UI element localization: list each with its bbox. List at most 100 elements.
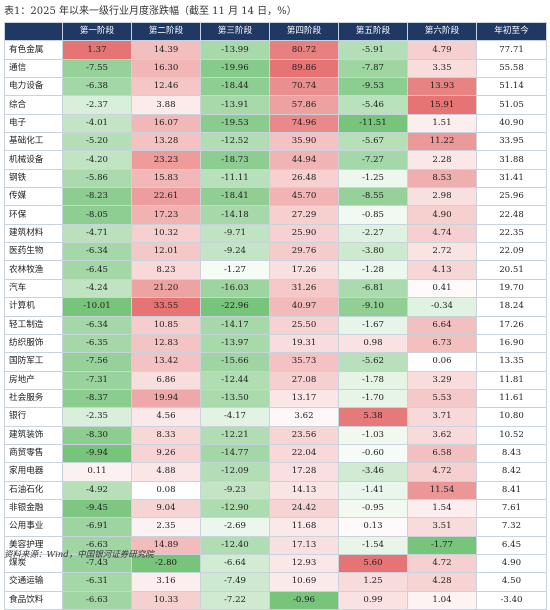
table-row: 银行 -2.35 4.56 -4.17 3.62 5.38 3.71 10.80 <box>4 407 547 427</box>
industry-name: 建筑材料 <box>4 223 63 244</box>
value-cell: -8.30 <box>62 425 132 445</box>
value-cell: -6.45 <box>62 260 132 280</box>
value-cell: -7.27 <box>338 150 408 170</box>
industry-name: 建筑装饰 <box>4 425 63 445</box>
header-stage-4: 第四阶段 <box>269 21 339 42</box>
value-cell: -4.01 <box>62 113 132 134</box>
value-cell: -1.70 <box>338 388 408 409</box>
value-cell: -9.71 <box>200 223 270 244</box>
value-cell: -7.22 <box>200 590 270 610</box>
table-row: 基础化工 -5.20 13.28 -12.52 35.90 -5.67 11.22 33.95 <box>4 132 547 152</box>
header-stage-3: 第三阶段 <box>200 21 270 42</box>
value-cell: -9.24 <box>200 242 270 262</box>
value-cell: -0.95 <box>338 498 408 519</box>
header-stage-6: 第六阶段 <box>407 21 477 42</box>
value-cell: -11.51 <box>338 113 408 134</box>
value-cell: 1.04 <box>407 590 477 610</box>
industry-name: 非银金融 <box>4 498 63 519</box>
value-cell: -0.60 <box>338 443 408 464</box>
value-cell: 25.50 <box>269 315 339 335</box>
value-cell: 3.51 <box>407 517 477 537</box>
value-cell: -12.21 <box>200 425 270 445</box>
table-row: 综合 -2.37 3.88 -13.91 57.86 -5.46 15.91 51.05 <box>4 95 547 115</box>
value-cell: 29.76 <box>269 242 339 262</box>
value-cell: 51.14 <box>476 77 547 97</box>
industry-name: 农林牧渔 <box>4 260 63 280</box>
value-cell: 57.86 <box>269 95 339 115</box>
value-cell: 25.90 <box>269 223 339 244</box>
value-cell: 20.51 <box>476 260 547 280</box>
value-cell: -4.17 <box>200 407 270 427</box>
value-cell: 0.11 <box>62 462 132 482</box>
table-row: 环保 -8.05 17.23 -14.18 27.29 -0.85 4.90 22.48 <box>4 205 547 225</box>
value-cell: 7.32 <box>476 517 547 537</box>
value-cell: -6.34 <box>62 242 132 262</box>
value-cell: -1.03 <box>338 425 408 445</box>
industry-name: 电力设备 <box>4 77 63 97</box>
value-cell: -2.37 <box>62 95 132 115</box>
value-cell: 8.42 <box>476 462 547 482</box>
value-cell: -7.87 <box>338 58 408 79</box>
industry-name: 环保 <box>4 205 63 225</box>
table-row: 纺织服饰 -6.35 12.83 -13.97 19.31 0.98 6.73 16.90 <box>4 333 547 354</box>
value-cell: 8.53 <box>407 168 477 189</box>
value-cell: -13.97 <box>200 333 270 354</box>
industry-name: 社会服务 <box>4 388 63 409</box>
value-cell: 5.38 <box>338 407 408 427</box>
value-cell: 35.73 <box>269 352 339 372</box>
value-cell: -5.67 <box>338 132 408 152</box>
value-cell: 10.33 <box>131 590 201 610</box>
industry-name: 传媒 <box>4 187 63 207</box>
value-cell: 19.94 <box>131 388 201 409</box>
value-cell: 23.56 <box>269 425 339 445</box>
value-cell: 5.53 <box>407 388 477 409</box>
value-cell: -12.09 <box>200 462 270 482</box>
value-cell: 0.06 <box>407 352 477 372</box>
value-cell: -9.94 <box>62 443 132 464</box>
value-cell: -1.25 <box>338 168 408 189</box>
value-cell: 27.29 <box>269 205 339 225</box>
industry-name: 有色金属 <box>4 40 63 60</box>
value-cell: -1.27 <box>200 260 270 280</box>
value-cell: 22.48 <box>476 205 547 225</box>
value-cell: 16.07 <box>131 113 201 134</box>
value-cell: 3.88 <box>131 95 201 115</box>
value-cell: 89.86 <box>269 58 339 79</box>
value-cell: 10.69 <box>269 572 339 592</box>
value-cell: 13.28 <box>131 132 201 152</box>
header-stage-1: 第一阶段 <box>62 21 132 42</box>
value-cell: -0.85 <box>338 205 408 225</box>
table-row: 公用事业 -6.91 2.35 -2.69 11.68 0.13 3.51 7.32 <box>4 517 547 537</box>
value-cell: 11.61 <box>476 388 547 409</box>
table-row: 食品饮料 -6.63 10.33 -7.22 -0.96 0.99 1.04 -3.40 <box>4 590 547 610</box>
table-title: 表1：2025 年以来一级行业月度涨跌幅（截至 11 月 14 日，%） <box>4 6 297 17</box>
value-cell: -18.44 <box>200 77 270 97</box>
value-cell: 9.26 <box>131 443 201 464</box>
value-cell: -6.38 <box>62 77 132 97</box>
value-cell: 10.32 <box>131 223 201 244</box>
value-cell: 1.51 <box>407 113 477 134</box>
value-cell: 16.90 <box>476 333 547 354</box>
value-cell: 12.93 <box>269 553 339 574</box>
value-cell: 4.90 <box>476 553 547 574</box>
value-cell: 5.60 <box>338 553 408 574</box>
table-row: 房地产 -7.31 6.86 -12.44 27.08 -1.78 3.29 11.81 <box>4 370 547 390</box>
table-row: 钢铁 -5.86 15.83 -11.11 26.48 -1.25 8.53 31.41 <box>4 168 547 189</box>
industry-name: 交通运输 <box>4 572 63 592</box>
value-cell: -10.01 <box>62 297 132 317</box>
value-cell: -6.63 <box>62 590 132 610</box>
value-cell: 4.79 <box>407 40 477 60</box>
value-cell: 33.95 <box>476 132 547 152</box>
value-cell: -1.41 <box>338 480 408 500</box>
value-cell: -8.23 <box>62 187 132 207</box>
value-cell: 7.61 <box>476 498 547 519</box>
value-cell: -13.50 <box>200 388 270 409</box>
value-cell: -8.55 <box>338 187 408 207</box>
value-cell: -1.54 <box>338 535 408 555</box>
value-cell: 8.41 <box>476 480 547 500</box>
value-cell: 40.90 <box>476 113 547 134</box>
value-cell: 4.88 <box>131 462 201 482</box>
value-cell: -12.40 <box>200 535 270 555</box>
value-cell: 3.62 <box>269 407 339 427</box>
value-cell: -1.67 <box>338 315 408 335</box>
